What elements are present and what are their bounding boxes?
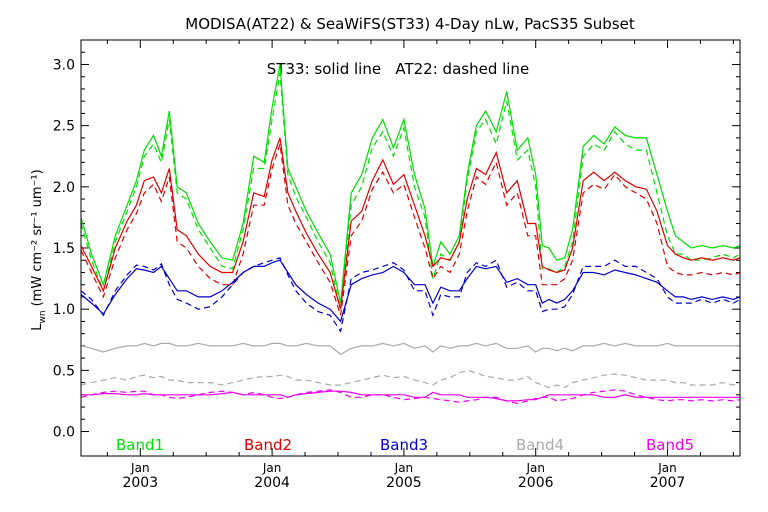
series-line-at22-ee00ee-dashed bbox=[80, 389, 741, 405]
x-tick-label-year: 2007 bbox=[650, 475, 686, 491]
plot-area: 0.00.51.01.52.02.53.0Jan2003Jan2004Jan20… bbox=[53, 40, 741, 491]
chart-annotation: ST33: solid line AT22: dashed line bbox=[267, 60, 529, 78]
y-tick-label: 2.0 bbox=[53, 180, 75, 196]
series-line-at22-00dd00-dashed bbox=[80, 72, 741, 310]
series-line-band3-solid bbox=[80, 259, 741, 323]
y-axis-label: Lwn (mW cm⁻² sr⁻¹ um⁻¹) bbox=[30, 169, 48, 330]
y-axis-label-main: L bbox=[30, 323, 45, 331]
y-axis-label-units: (mW cm⁻² sr⁻¹ um⁻¹) bbox=[30, 169, 45, 306]
x-tick-label-year: 2006 bbox=[518, 475, 554, 491]
x-tick-label-year: 2005 bbox=[386, 475, 422, 491]
x-tick-label-month: Jan bbox=[262, 461, 282, 475]
legend-label-band4: Band4 bbox=[516, 436, 564, 454]
y-tick-label: 1.5 bbox=[53, 241, 75, 257]
svg-text:Lwn(mW cm⁻² sr⁻¹ um⁻¹): Lwn (mW cm⁻² sr⁻¹ um⁻¹) bbox=[30, 169, 48, 330]
series-line-band2-solid bbox=[80, 137, 741, 310]
plot-frame bbox=[80, 39, 741, 457]
series-line-at22-aaaaaa-dashed bbox=[80, 369, 741, 389]
y-tick-label: 0.5 bbox=[53, 363, 75, 379]
x-tick-label-month: Jan bbox=[525, 461, 545, 475]
y-tick-label: 1.0 bbox=[53, 302, 75, 318]
legend-label-band5: Band5 bbox=[646, 436, 694, 454]
x-tick-label-month: Jan bbox=[657, 461, 677, 475]
y-axis-label-sub: wn bbox=[38, 310, 48, 323]
legend-label-band1: Band1 bbox=[116, 436, 164, 454]
x-tick-label-year: 2003 bbox=[122, 475, 158, 491]
y-tick-label: 0.0 bbox=[53, 425, 75, 441]
series-line-at22-dd0000-dashed bbox=[80, 143, 741, 316]
series-line-band1-solid bbox=[80, 64, 741, 304]
x-tick-label-month: Jan bbox=[130, 461, 150, 475]
x-tick-label-month: Jan bbox=[394, 461, 414, 475]
legend-label-band3: Band3 bbox=[380, 436, 428, 454]
y-tick-label: 3.0 bbox=[53, 57, 75, 73]
legend-label-band2: Band2 bbox=[244, 436, 292, 454]
x-tick-label-year: 2004 bbox=[254, 475, 290, 491]
series-line-at22-0000cc-dashed bbox=[80, 257, 741, 333]
chart-title: MODISA(AT22) & SeaWiFS(ST33) 4-Day nLw, … bbox=[185, 15, 635, 33]
series-line-band4-solid bbox=[80, 342, 740, 356]
y-tick-label: 2.5 bbox=[53, 119, 75, 135]
